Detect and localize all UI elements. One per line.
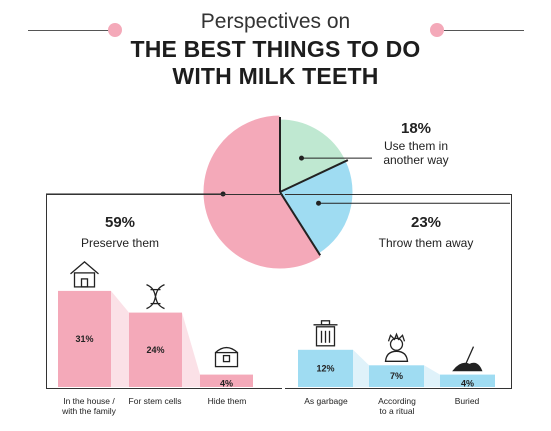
pie-slice-preserve-them bbox=[202, 114, 322, 270]
pie-separator bbox=[279, 191, 322, 256]
bar-connector bbox=[353, 349, 369, 387]
house-icon bbox=[70, 261, 99, 288]
trash-can-icon bbox=[313, 320, 338, 347]
category-label-hide: Hide them bbox=[207, 396, 247, 406]
bar-connector bbox=[424, 365, 440, 387]
other-label: Use them in another way bbox=[356, 139, 476, 167]
bar-house bbox=[58, 290, 111, 387]
bar-value-label: 4% bbox=[461, 379, 474, 389]
shaman-icon bbox=[384, 332, 409, 362]
bar-value-label: 4% bbox=[220, 379, 233, 389]
category-label-garbage: As garbage bbox=[304, 396, 348, 406]
bar-shaman bbox=[369, 365, 424, 387]
chart-title: THE BEST THINGS TO DO WITH MILK TEETH bbox=[0, 36, 551, 90]
right-decorative-line bbox=[444, 30, 524, 31]
bar-connector bbox=[182, 312, 200, 387]
throw-percentage: 23% bbox=[410, 214, 442, 231]
bar-value-label: 7% bbox=[390, 371, 403, 381]
chart-title-line-1: THE BEST THINGS TO DO bbox=[130, 36, 421, 62]
category-label-house-line-2: with the family bbox=[62, 406, 116, 416]
other-label-line-1: Use them in bbox=[383, 139, 449, 153]
bar-shovel bbox=[440, 374, 495, 387]
category-label-stem: For stem cells bbox=[128, 396, 182, 406]
bar-dna bbox=[129, 312, 182, 387]
right-decorative-dot bbox=[430, 23, 444, 37]
bar-value-label: 24% bbox=[146, 345, 164, 355]
preserve-bracket-bottom bbox=[46, 388, 282, 389]
other-percentage: 18% bbox=[400, 120, 432, 137]
treasure-chest-icon bbox=[214, 346, 239, 368]
bar-connector bbox=[111, 290, 129, 387]
left-decorative-dot bbox=[108, 23, 122, 37]
preserve-bracket bbox=[46, 194, 283, 389]
category-label-buried: Buried bbox=[454, 396, 480, 406]
throw-label: Throw them away bbox=[378, 236, 474, 250]
bar-treasure-chest bbox=[200, 374, 253, 387]
dna-icon bbox=[146, 284, 165, 310]
throw-bracket-bottom bbox=[285, 388, 511, 389]
pie-separator bbox=[279, 159, 349, 193]
preserve-label: Preserve them bbox=[80, 236, 160, 250]
left-decorative-line bbox=[28, 30, 110, 31]
chart-subtitle: Perspectives on bbox=[200, 10, 351, 33]
shovel-icon bbox=[452, 346, 483, 372]
category-label-house-line-1: In the house / bbox=[63, 396, 115, 406]
category-label-ritual-line-1: According bbox=[378, 396, 416, 406]
pie-slice-use-them-in-another-way bbox=[279, 118, 347, 193]
category-label-ritual-line-2: to a ritual bbox=[379, 406, 415, 416]
category-label-house: In the house / with the family bbox=[50, 396, 128, 416]
other-label-line-2: another way bbox=[383, 153, 449, 167]
category-label-ritual: According to a ritual bbox=[360, 396, 434, 416]
bar-value-label: 12% bbox=[316, 363, 334, 373]
throw-bracket bbox=[285, 194, 512, 389]
bar-trash-can bbox=[298, 349, 353, 387]
preserve-percentage: 59% bbox=[104, 214, 136, 231]
chart-title-line-2: WITH MILK TEETH bbox=[172, 63, 379, 89]
bar-value-label: 31% bbox=[75, 334, 93, 344]
